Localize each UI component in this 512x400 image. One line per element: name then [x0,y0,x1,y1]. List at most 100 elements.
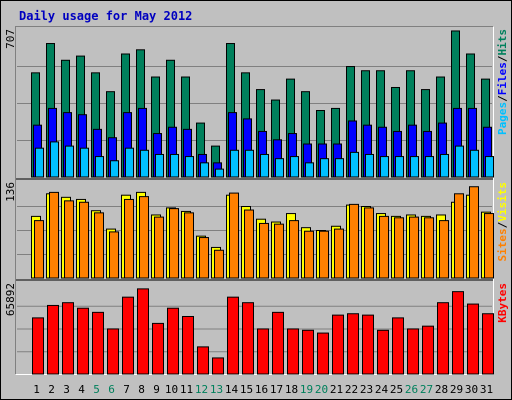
x-tick-label: 3 [63,383,70,396]
x-tick-label: 24 [375,383,389,396]
bar-kbytes [32,317,44,375]
bar-pages [470,149,479,178]
bar-pages [170,153,179,178]
bar-kbytes [377,329,389,375]
bar-sites [169,208,179,279]
bar-sites [379,215,389,279]
legend: Sites/Visits [496,182,509,262]
bar-pages [275,158,284,178]
legend-item: / [496,55,509,62]
bar-kbytes [362,314,374,375]
x-tick-label: 26 [405,383,418,396]
y-max-label: 136 [4,182,17,202]
bar-sites [409,216,419,279]
y-max-label: 65892 [4,283,17,316]
bar-sites [184,212,194,279]
bar-pages [485,156,494,178]
bar-pages [410,156,419,178]
bar-sites [64,200,74,279]
plot-frame-shadow [15,26,494,375]
bar-kbytes [407,328,419,375]
bar-pages [125,147,134,178]
x-tick-label: 2 [48,383,55,396]
bar-pages [185,156,194,178]
x-tick-label: 23 [360,383,373,396]
bar-sites [49,191,59,279]
x-tick-label: 14 [225,383,239,396]
bar-sites [304,230,314,279]
legend-item: / [496,95,509,102]
bar-sites [154,216,164,279]
bar-sites [124,198,134,279]
bar-sites [244,209,254,279]
bar-sites [199,237,209,279]
bar-pages [245,149,254,178]
bar-kbytes [137,288,149,375]
x-tick-label: 22 [345,383,358,396]
bar-pages [335,158,344,178]
bar-sites [94,212,104,279]
legend-item: Sites [496,228,509,261]
x-tick-label: 30 [465,383,478,396]
bar-sites [484,213,494,279]
x-tick-label: 15 [240,383,253,396]
x-tick-label: 12 [195,383,208,396]
bar-sites [109,231,119,279]
bar-pages [140,149,149,178]
bar-kbytes [302,329,314,375]
bar-kbytes [422,325,434,375]
bar-kbytes [242,302,254,375]
bar-kbytes [212,357,224,375]
legend-item: Pages [496,102,509,135]
bar-pages [50,141,59,178]
bar-pages [350,151,359,178]
bar-kbytes [452,291,464,375]
bar-kbytes [182,315,194,375]
bar-kbytes [257,328,269,375]
bar-kbytes [392,317,404,375]
bar-pages [455,145,464,178]
bar-sites [394,217,404,279]
y-max-label: 707 [4,29,17,49]
bar-pages [230,149,239,178]
legend-item: Hits [496,29,509,56]
x-tick-label: 18 [285,383,298,396]
bar-kbytes [317,332,329,375]
bar-sites [319,230,329,279]
bar-pages [395,156,404,178]
bar-kbytes [227,296,239,375]
bar-pages [200,162,209,178]
bar-pages [320,158,329,178]
x-tick-label: 20 [315,383,328,396]
legend: Pages/Files/Hits [496,29,509,135]
x-tick-label: 31 [480,383,493,396]
x-tick-label: 9 [153,383,160,396]
x-tick-label: 11 [180,383,193,396]
bar-sites [424,217,434,279]
bar-kbytes [47,304,59,375]
x-tick-label: 21 [330,383,343,396]
bar-kbytes [287,328,299,375]
bar-sites [274,223,284,279]
bar-sites [79,201,89,279]
x-tick-label: 27 [420,383,433,396]
bar-kbytes [197,346,209,375]
x-tick-label: 19 [300,383,313,396]
legend-item: / [496,221,509,228]
bar-sites [139,196,149,279]
bar-pages [155,153,164,178]
x-tick-label: 17 [270,383,283,396]
bar-sites [229,192,239,279]
x-tick-label: 29 [450,383,463,396]
bar-pages [80,147,89,178]
x-tick-label: 10 [165,383,178,396]
bar-kbytes [482,313,494,375]
bar-sites [469,186,479,279]
bar-sites [214,249,224,279]
bar-pages [95,156,104,178]
x-tick-label: 13 [210,383,223,396]
bar-kbytes [437,302,449,375]
bar-kbytes [122,296,134,375]
